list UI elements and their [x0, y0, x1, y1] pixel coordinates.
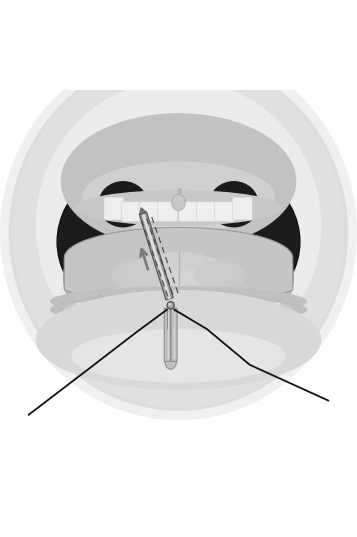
Ellipse shape: [146, 251, 211, 271]
Circle shape: [253, 307, 256, 310]
Polygon shape: [64, 228, 293, 302]
FancyBboxPatch shape: [186, 304, 205, 322]
Ellipse shape: [50, 294, 307, 325]
Circle shape: [257, 310, 260, 312]
FancyBboxPatch shape: [96, 304, 115, 322]
Circle shape: [152, 293, 155, 296]
Circle shape: [170, 296, 172, 298]
Polygon shape: [139, 208, 147, 215]
Circle shape: [122, 300, 125, 303]
Ellipse shape: [75, 190, 282, 226]
Circle shape: [227, 304, 230, 306]
Polygon shape: [142, 214, 171, 299]
Circle shape: [206, 303, 209, 305]
FancyBboxPatch shape: [205, 304, 223, 322]
Circle shape: [138, 292, 140, 294]
Ellipse shape: [98, 181, 148, 228]
FancyBboxPatch shape: [157, 202, 177, 222]
Ellipse shape: [82, 162, 275, 233]
Circle shape: [166, 296, 168, 298]
Ellipse shape: [172, 194, 185, 211]
Ellipse shape: [0, 45, 357, 420]
Ellipse shape: [143, 293, 214, 307]
Ellipse shape: [64, 296, 293, 321]
FancyBboxPatch shape: [76, 303, 95, 323]
FancyBboxPatch shape: [152, 304, 171, 322]
Ellipse shape: [267, 252, 293, 302]
FancyBboxPatch shape: [171, 308, 177, 362]
Ellipse shape: [64, 252, 90, 302]
Circle shape: [127, 299, 130, 302]
FancyBboxPatch shape: [215, 202, 235, 222]
Circle shape: [155, 309, 158, 311]
Ellipse shape: [195, 259, 245, 292]
Ellipse shape: [71, 329, 286, 383]
Circle shape: [167, 302, 174, 309]
Circle shape: [161, 292, 164, 294]
FancyBboxPatch shape: [223, 304, 242, 322]
Circle shape: [196, 291, 198, 294]
Circle shape: [168, 303, 171, 306]
FancyBboxPatch shape: [164, 308, 170, 362]
Circle shape: [169, 303, 171, 306]
Circle shape: [154, 301, 156, 303]
Ellipse shape: [112, 259, 162, 292]
Ellipse shape: [50, 286, 307, 316]
Circle shape: [134, 300, 137, 302]
Polygon shape: [165, 361, 176, 369]
FancyBboxPatch shape: [242, 304, 261, 322]
FancyBboxPatch shape: [134, 304, 152, 322]
Circle shape: [182, 295, 184, 297]
Circle shape: [208, 301, 211, 303]
Circle shape: [266, 299, 268, 302]
Ellipse shape: [61, 113, 296, 249]
Ellipse shape: [21, 68, 336, 398]
Ellipse shape: [125, 254, 232, 290]
FancyBboxPatch shape: [232, 197, 252, 220]
Circle shape: [211, 294, 213, 296]
Ellipse shape: [36, 290, 321, 390]
FancyBboxPatch shape: [179, 202, 199, 222]
Circle shape: [191, 304, 193, 307]
FancyBboxPatch shape: [140, 202, 160, 222]
FancyBboxPatch shape: [115, 304, 134, 322]
Ellipse shape: [209, 181, 259, 228]
Polygon shape: [139, 212, 173, 300]
FancyBboxPatch shape: [104, 197, 124, 220]
Ellipse shape: [57, 149, 300, 335]
Circle shape: [99, 294, 101, 297]
Ellipse shape: [9, 55, 348, 411]
Circle shape: [177, 309, 180, 311]
FancyBboxPatch shape: [122, 202, 142, 222]
Ellipse shape: [36, 79, 321, 372]
FancyBboxPatch shape: [262, 303, 281, 323]
Circle shape: [124, 301, 126, 303]
FancyBboxPatch shape: [197, 202, 217, 222]
Ellipse shape: [12, 58, 345, 408]
